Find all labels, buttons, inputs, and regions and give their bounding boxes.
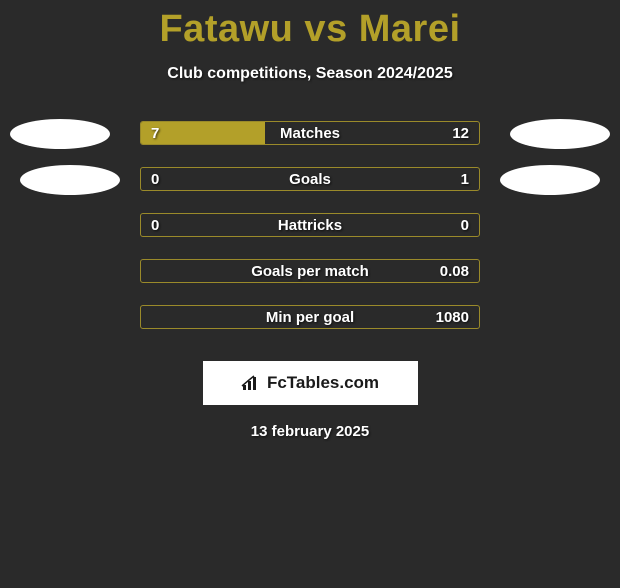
stat-bar: 0Goals1	[140, 167, 480, 191]
team-right-badge	[500, 165, 600, 195]
stat-row: Min per goal1080	[0, 303, 620, 349]
stat-label: Matches	[141, 122, 479, 144]
comparison-rows: 7Matches120Goals10Hattricks0Goals per ma…	[0, 119, 620, 349]
team-right-badge	[510, 119, 610, 149]
stat-right-value: 1080	[426, 306, 479, 328]
stat-right-value: 1	[451, 168, 479, 190]
stat-bar: Goals per match0.08	[140, 259, 480, 283]
stat-label: Goals per match	[141, 260, 479, 282]
date-label: 13 february 2025	[0, 423, 620, 440]
stat-right-value: 0.08	[430, 260, 479, 282]
bar-chart-icon	[241, 374, 261, 392]
stat-bar: 0Hattricks0	[140, 213, 480, 237]
stat-label: Hattricks	[141, 214, 479, 236]
stat-bar: 7Matches12	[140, 121, 480, 145]
page-title: Fatawu vs Marei	[0, 8, 620, 51]
stat-bar: Min per goal1080	[140, 305, 480, 329]
stat-row: Goals per match0.08	[0, 257, 620, 303]
stat-right-value: 0	[451, 214, 479, 236]
team-left-badge	[10, 119, 110, 149]
stat-label: Goals	[141, 168, 479, 190]
stat-row: 0Hattricks0	[0, 211, 620, 257]
site-logo-text: FcTables.com	[267, 373, 379, 393]
site-logo: FcTables.com	[203, 361, 418, 405]
stat-row: 7Matches12	[0, 119, 620, 165]
stat-right-value: 12	[442, 122, 479, 144]
stat-row: 0Goals1	[0, 165, 620, 211]
page-subtitle: Club competitions, Season 2024/2025	[0, 65, 620, 83]
team-left-badge	[20, 165, 120, 195]
